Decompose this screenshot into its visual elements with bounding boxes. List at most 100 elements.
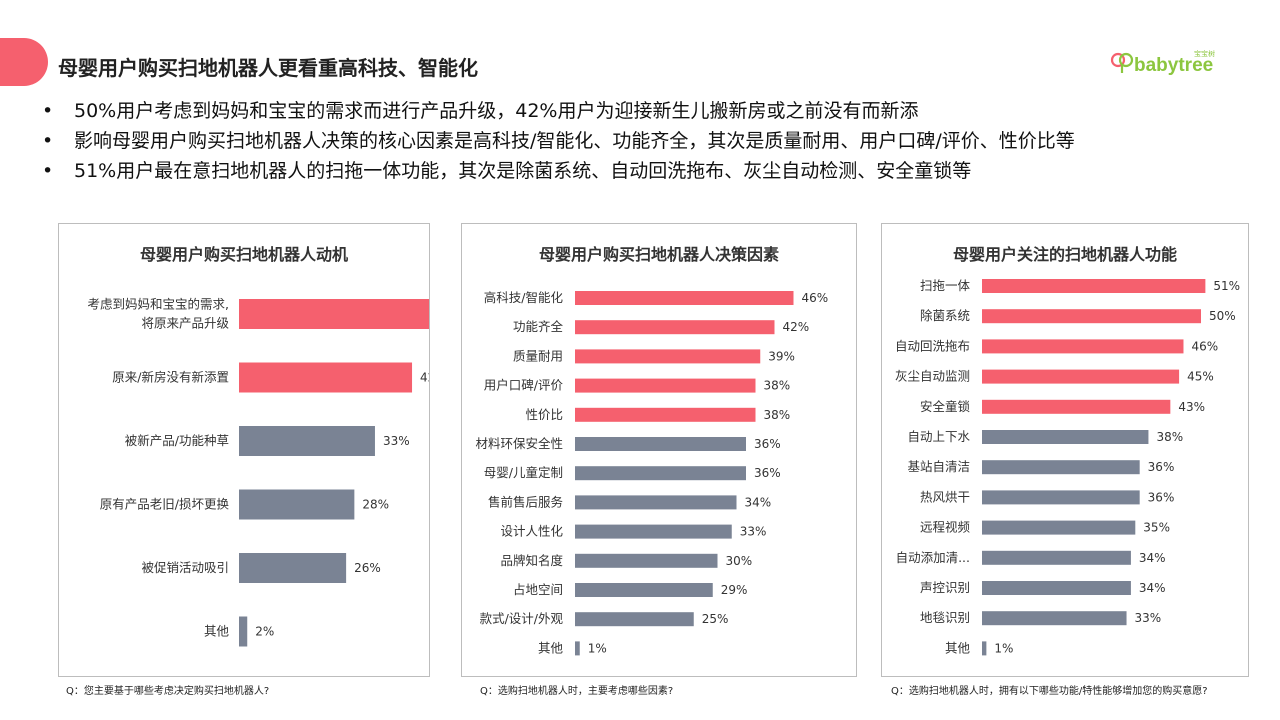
category-label: 设计人性化 xyxy=(500,524,563,539)
bar xyxy=(575,553,718,568)
chart-panel-motivation: 母婴用户购买扫地机器人动机50%考虑到妈妈和宝宝的需求,将原来产品升级42%原来… xyxy=(58,223,430,677)
bar xyxy=(239,362,413,393)
category-label: 考虑到妈妈和宝宝的需求, xyxy=(88,297,229,312)
data-label: 42% xyxy=(420,371,429,385)
category-label: 占地空间 xyxy=(513,582,563,597)
data-label: 38% xyxy=(764,379,791,393)
bar xyxy=(575,583,713,597)
data-label: 33% xyxy=(1135,611,1162,625)
data-label: 36% xyxy=(754,437,781,451)
category-label: 基站自清洁 xyxy=(907,459,970,474)
babytree-logo: babytree 宝宝树 xyxy=(1110,49,1215,76)
bar xyxy=(239,616,248,647)
data-label: 36% xyxy=(754,466,781,480)
bar xyxy=(982,520,1136,535)
data-label: 51% xyxy=(1213,279,1240,293)
bar xyxy=(575,378,756,393)
category-label: 将原来产品升级 xyxy=(141,316,229,331)
bar xyxy=(575,612,694,627)
category-label: 灰尘自动监测 xyxy=(895,369,970,384)
title-accent-tab xyxy=(0,38,48,86)
data-label: 35% xyxy=(1143,521,1170,535)
category-label: 用户口碑/评价 xyxy=(484,378,564,393)
data-label: 30% xyxy=(726,554,753,568)
data-label: 45% xyxy=(1187,370,1214,384)
data-label: 36% xyxy=(1148,460,1175,474)
data-label: 46% xyxy=(1191,339,1218,353)
data-label: 38% xyxy=(1156,430,1183,444)
category-label: 性价比 xyxy=(525,407,563,422)
category-label: 其他 xyxy=(204,624,230,639)
bar xyxy=(575,466,746,481)
data-label: 38% xyxy=(764,408,791,422)
logo-tree-icon xyxy=(1110,52,1134,73)
bar xyxy=(982,490,1140,505)
data-label: 1% xyxy=(994,641,1013,655)
bar xyxy=(982,430,1149,444)
category-label: 自动上下水 xyxy=(907,429,970,444)
category-label: 被促销活动吸引 xyxy=(141,560,229,575)
data-label: 33% xyxy=(383,434,410,448)
bar xyxy=(575,320,775,335)
bar xyxy=(982,339,1184,354)
data-label: 25% xyxy=(702,612,729,626)
bar xyxy=(575,524,732,539)
chart-panel-features: 母婴用户关注的扫地机器人功能 51% 扫拖一体 50% 除菌系统 46% 自动回洗拖布 45%… xyxy=(881,223,1249,677)
data-label: 36% xyxy=(1148,490,1175,504)
bar xyxy=(575,437,746,451)
chart-decision-factors: 母婴用户购买扫地机器人决策因素 46% 高科技/智能化 42% 功能齐全 39% 质量耐用 3… xyxy=(475,245,829,656)
bar xyxy=(239,489,355,520)
category-label: 被新产品/功能种草 xyxy=(125,433,229,448)
chart-features: 母婴用户关注的扫地机器人功能 51% 扫拖一体 50% 除菌系统 46% 自动回洗拖布 45%… xyxy=(895,245,1240,656)
category-label: 其他 xyxy=(945,640,971,655)
footnote-features: Q：选购扫地机器人时，拥有以下哪些功能/特性能够增加您的购买意愿? xyxy=(891,686,1208,697)
category-label: 高科技/智能化 xyxy=(484,290,564,305)
category-label: 材料环保安全性 xyxy=(475,436,563,451)
category-label: 其他 xyxy=(538,640,564,655)
bar xyxy=(982,279,1206,293)
data-label: 29% xyxy=(721,583,748,597)
bar xyxy=(575,641,580,656)
bar xyxy=(982,369,1180,384)
bar xyxy=(982,550,1131,565)
data-label: 42% xyxy=(783,320,810,334)
category-label: 原来/新房没有新添置 xyxy=(112,370,229,385)
bar xyxy=(982,641,987,656)
footnote-motivation: Q：您主要基于哪些考虑决定购买扫地机器人? xyxy=(66,686,270,697)
category-label: 质量耐用 xyxy=(513,348,563,363)
category-label: 售前售后服务 xyxy=(488,494,563,509)
bullet-dot: • xyxy=(42,160,54,182)
category-label: 热风烘干 xyxy=(920,489,970,504)
bar xyxy=(575,349,761,364)
chart-panel-decision-factors: 母婴用户购买扫地机器人决策因素 46% 高科技/智能化 42% 功能齐全 39% 质量耐用 3… xyxy=(461,223,857,677)
bar xyxy=(982,460,1140,475)
category-label: 母婴/儿童定制 xyxy=(484,465,563,480)
category-label: 除菌系统 xyxy=(920,308,970,323)
page-title: 母婴用户购买扫地机器人更看重高科技、智能化 xyxy=(58,56,478,80)
bar xyxy=(239,426,375,456)
chart-title: 母婴用户关注的扫地机器人功能 xyxy=(953,245,1177,264)
footnote-decision-factors: Q：选购扫地机器人时，主要考虑哪些因素? xyxy=(480,686,674,697)
logo-text-cn: 宝宝树 xyxy=(1194,49,1215,58)
category-label: 安全童锁 xyxy=(920,399,971,414)
logo-text-en: babytree xyxy=(1134,55,1213,76)
chart-motivation: 母婴用户购买扫地机器人动机50%考虑到妈妈和宝宝的需求,将原来产品升级42%原来… xyxy=(88,245,429,647)
category-label: 地毯识别 xyxy=(920,610,970,625)
category-label: 功能齐全 xyxy=(513,319,564,334)
category-label: 原有产品老旧/损坏更换 xyxy=(100,497,230,512)
bar xyxy=(239,299,429,329)
bullet-item: • 影响母婴用户购买扫地机器人决策的核心因素是高科技/智能化、功能齐全，其次是质量… xyxy=(40,126,1260,156)
data-label: 34% xyxy=(1139,551,1166,565)
data-label: 34% xyxy=(1139,581,1166,595)
category-label: 款式/设计/外观 xyxy=(480,611,564,626)
bar xyxy=(982,399,1171,414)
data-label: 28% xyxy=(362,498,389,512)
data-label: 43% xyxy=(1178,400,1205,414)
data-label: 46% xyxy=(802,291,829,305)
bullet-dot: • xyxy=(42,130,54,152)
category-label: 声控识别 xyxy=(920,580,970,595)
chart-title: 母婴用户购买扫地机器人动机 xyxy=(140,245,348,264)
bar xyxy=(982,611,1127,626)
category-label: 自动添加清... xyxy=(896,550,970,565)
bar xyxy=(575,291,794,305)
